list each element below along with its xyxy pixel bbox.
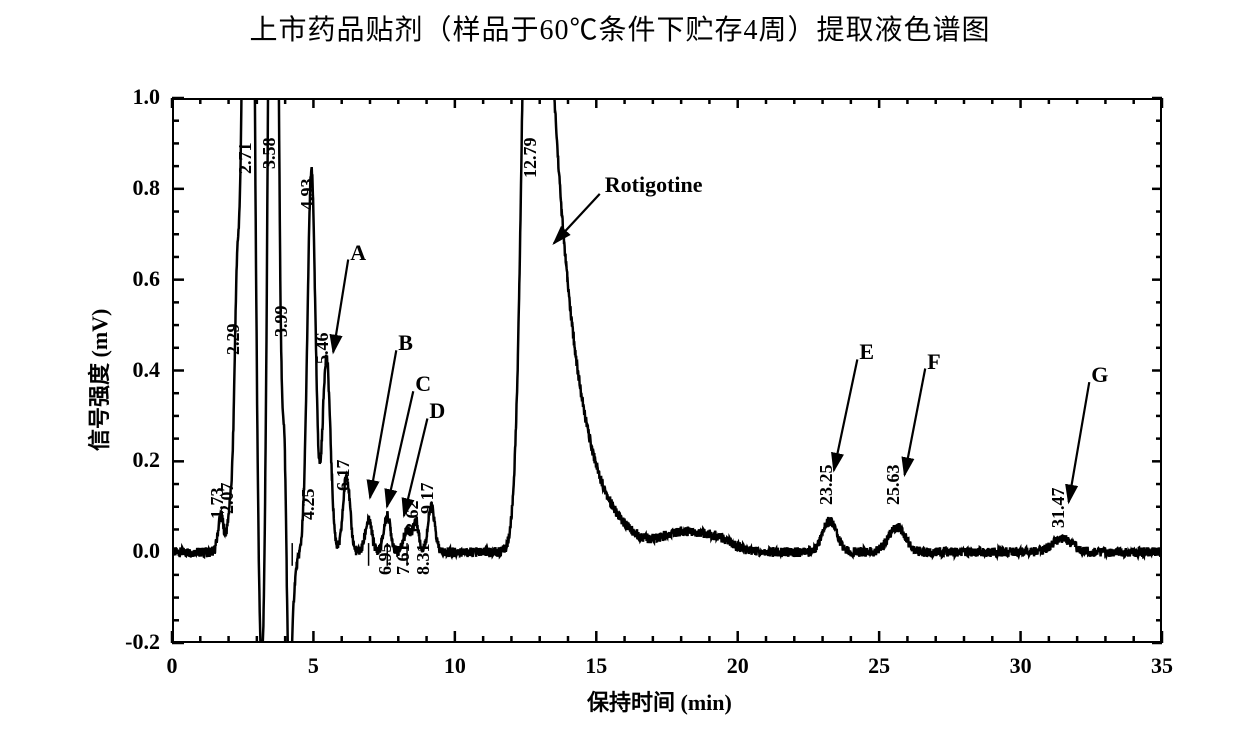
peak-letter-label: E	[859, 339, 874, 365]
y-tick-label: 1.0	[110, 84, 160, 110]
annotation-arrows	[0, 0, 1240, 738]
peak-letter-label: F	[927, 349, 940, 375]
x-tick-label: 30	[1001, 653, 1041, 679]
peak-rt-label: 5.46	[312, 333, 333, 365]
peak-rt-label: 6.17	[333, 460, 354, 492]
x-tick-label: 20	[718, 653, 758, 679]
x-tick-label: 15	[576, 653, 616, 679]
peak-letter-label: B	[398, 330, 413, 356]
peak-rt-label: 7.61	[393, 543, 414, 575]
x-tick-label: 0	[152, 653, 192, 679]
peak-rt-label: 12.79	[520, 138, 541, 179]
peak-rt-label: 2.07	[217, 483, 238, 515]
peak-rt-label: 3.99	[271, 306, 292, 338]
peak-rt-label: 2.71	[235, 142, 256, 174]
peak-rt-label: 25.63	[883, 465, 904, 506]
peak-rt-label: 4.25	[298, 489, 319, 521]
peak-letter-label: A	[350, 240, 366, 266]
peak-letter-label: D	[429, 398, 445, 424]
peak-letter-label: C	[415, 371, 431, 397]
peak-rt-label: 8.31	[413, 543, 434, 575]
peak-rt-label: 3.58	[259, 137, 280, 169]
rotigotine-label: Rotigotine	[605, 172, 703, 198]
peak-rt-label: 23.25	[816, 465, 837, 506]
y-tick-label: 0.6	[110, 266, 160, 292]
y-tick-label: 0.0	[110, 538, 160, 564]
y-tick-label: 0.2	[110, 447, 160, 473]
y-tick-label: -0.2	[110, 629, 160, 655]
peak-rt-label: 4.93	[297, 178, 318, 210]
peak-rt-label: 31.47	[1048, 487, 1069, 528]
y-tick-label: 0.4	[110, 357, 160, 383]
x-tick-label: 5	[293, 653, 333, 679]
page-root: 上市药品贴剂（样品于60℃条件下贮存4周）提取液色谱图 信号强度 (mV) 保持…	[0, 0, 1240, 738]
peak-letter-label: G	[1091, 362, 1108, 388]
peak-rt-label: 2.29	[223, 324, 244, 356]
y-tick-label: 0.8	[110, 175, 160, 201]
x-tick-label: 25	[859, 653, 899, 679]
x-tick-label: 10	[435, 653, 475, 679]
peak-rt-label: 9.17	[417, 483, 438, 515]
x-tick-label: 35	[1142, 653, 1182, 679]
